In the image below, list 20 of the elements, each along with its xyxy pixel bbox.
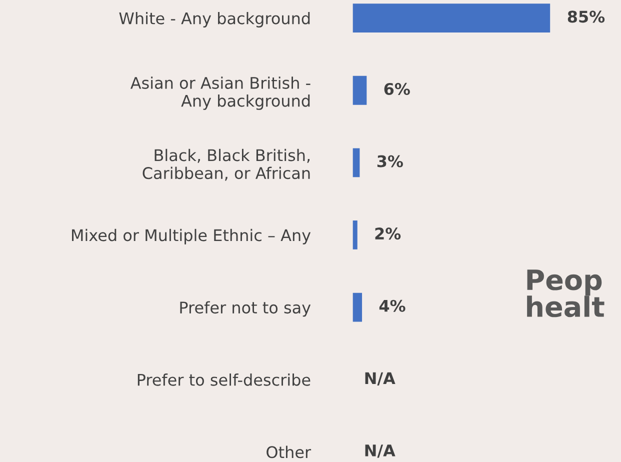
data-label: 85%: [568, 10, 605, 23]
y-tick-label: Prefer to self-describe: [138, 374, 310, 386]
bar: [352, 148, 360, 178]
text: N/A: [365, 444, 396, 458]
bar: [352, 292, 362, 322]
data-label: 3%: [377, 155, 403, 168]
bar: [352, 4, 550, 33]
text: N/A: [365, 372, 396, 386]
y-tick-label: Prefer not to say: [180, 301, 311, 317]
bar: [352, 76, 367, 105]
y-tick-label: White - Any background: [119, 12, 310, 28]
annotation: Peop healt: [527, 270, 604, 318]
y-tick-label: Other: [266, 446, 312, 458]
data-label: 2%: [375, 228, 401, 240]
y-tick-label: Mixed or Multiple Ethnic – Any: [72, 228, 311, 244]
y-tick-label: Black, Black British, Caribbean, or African: [142, 148, 310, 181]
data-label: 6%: [384, 82, 410, 96]
bar: [352, 220, 358, 250]
data-label: 4%: [379, 300, 406, 312]
y-tick-label: Asian or Asian British - Any background: [130, 76, 310, 110]
